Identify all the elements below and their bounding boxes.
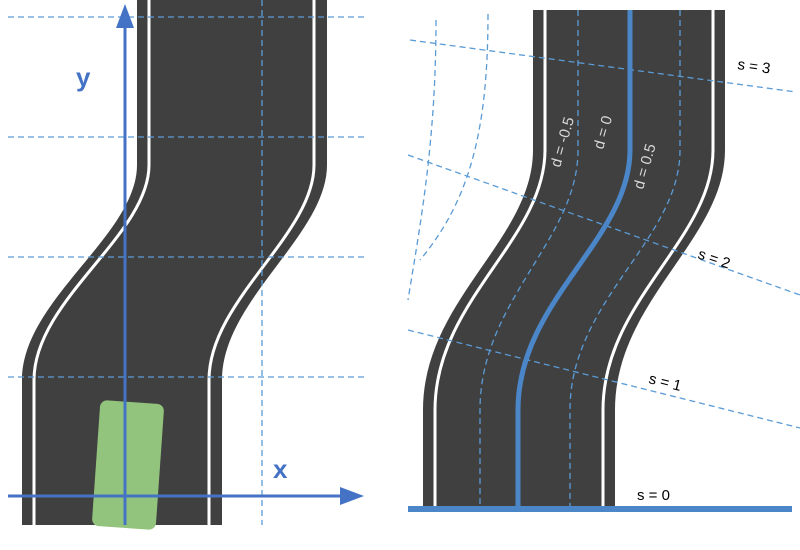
d-line <box>419 13 489 261</box>
frenet-grid <box>407 10 800 510</box>
s-label: s = 2 <box>696 246 733 273</box>
frenet-panel: s = 0 s = 1 s = 2 s = 3 d = -0.5 d = 0 d… <box>407 10 800 512</box>
cartesian-panel: x y <box>8 0 366 530</box>
road-surface <box>22 0 327 525</box>
d-line <box>479 10 579 510</box>
d-line <box>569 10 681 510</box>
y-axis-label: y <box>76 62 91 92</box>
road-left <box>22 0 327 525</box>
d-zero-centerline <box>515 10 633 510</box>
x-axis-label: x <box>273 454 288 484</box>
x-axis-arrowhead <box>340 487 364 505</box>
road-surface <box>423 10 725 510</box>
x-axis: x <box>8 454 364 505</box>
d-line <box>407 19 437 301</box>
y-axis-arrowhead <box>116 4 134 28</box>
road-edge-line-left <box>433 10 547 510</box>
s-line <box>409 39 797 93</box>
cartesian-grid <box>8 0 366 525</box>
s-label: s = 0 <box>637 487 670 504</box>
road-edge-line-right <box>207 0 316 525</box>
s-label: s = 3 <box>736 56 771 77</box>
s-line <box>407 329 800 429</box>
vehicle <box>92 400 164 530</box>
y-axis: y <box>76 4 134 525</box>
road-edge-line-left <box>32 0 151 525</box>
